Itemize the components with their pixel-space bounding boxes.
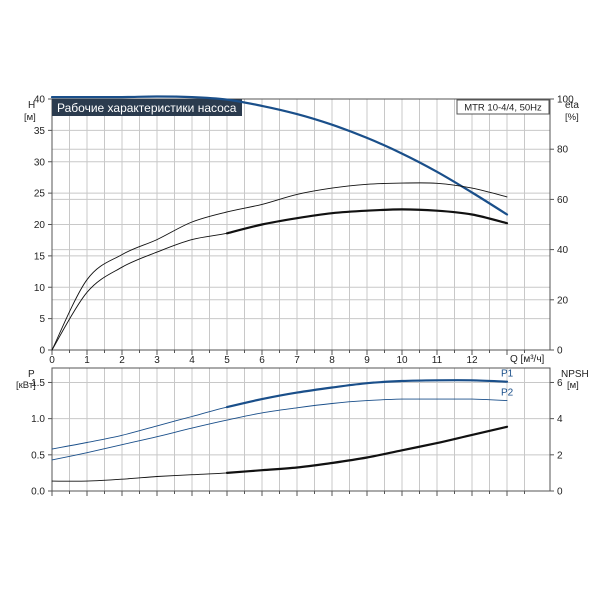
curve-series-1: [51, 182, 508, 351]
left-tick-label: 0.0: [31, 487, 45, 498]
x-tick-label: 9: [364, 355, 370, 366]
npsh-axis-unit: [м]: [567, 380, 579, 391]
x-tick-label: 7: [294, 355, 300, 366]
power-axis-unit: [кВт]: [16, 380, 36, 391]
left-tick-label: 25: [34, 189, 46, 200]
right-tick-label: 20: [557, 295, 569, 306]
head-axis-unit: [м]: [24, 112, 36, 123]
right-tick-label: 2: [557, 450, 563, 461]
power-curves: P1 P2: [51, 369, 514, 482]
head-axis-label: H: [28, 100, 35, 111]
x-tick-label: 2: [119, 355, 125, 366]
left-tick-label: 10: [34, 283, 46, 294]
curve-series-1: [225, 379, 509, 409]
power-ticks: 0.0 0.5 1.0 1.5 0 2 4 6: [31, 378, 563, 498]
flow-axis-label: Q [м³/ч]: [510, 354, 545, 365]
x-tick-label: 3: [154, 355, 160, 366]
right-tick-label: 40: [557, 245, 569, 256]
curve-series-2: [51, 398, 508, 461]
left-tick-label: 30: [34, 157, 46, 168]
right-tick-label: 100: [557, 95, 574, 106]
curve-series-3: [225, 208, 509, 235]
right-tick-label: 4: [557, 414, 563, 425]
right-tick-label: 0: [557, 487, 563, 498]
left-tick-label: 0.5: [31, 450, 45, 461]
x-tick-label: 0: [49, 355, 55, 366]
efficiency-axis-unit: [%]: [565, 112, 579, 123]
x-tick-label: 6: [259, 355, 265, 366]
x-tick-label: 11: [432, 355, 443, 366]
left-tick-label: 1.0: [31, 414, 45, 425]
power-plot: P [кВт] NPSH [м] 0.0 0.5 1.0 1.5 0 2 4 6 P1 P2: [16, 367, 589, 498]
head-grid: [52, 99, 550, 350]
left-tick-label: 5: [39, 314, 45, 325]
left-tick-label: 40: [34, 95, 46, 106]
curve-label-p1: P1: [501, 369, 514, 380]
power-axis-label: P: [28, 369, 35, 380]
x-tick-label: 10: [396, 355, 408, 366]
left-tick-label: 0: [39, 346, 45, 357]
curve-series-4: [225, 425, 509, 474]
chart-title-background: [52, 99, 242, 116]
npsh-axis-label: NPSH: [561, 369, 589, 380]
x-tick-label: 8: [329, 355, 335, 366]
left-tick-label: 15: [34, 251, 46, 262]
left-tick-label: 20: [34, 220, 46, 231]
x-tick-label: 1: [84, 355, 90, 366]
model-label: MTR 10-4/4, 50Hz: [464, 103, 542, 114]
curve-series-0: [50, 95, 509, 216]
power-plot-frame: [51, 367, 551, 492]
efficiency-axis-label: eta: [565, 100, 579, 111]
left-tick-label: 1.5: [31, 378, 45, 389]
left-tick-label: 35: [34, 126, 46, 137]
head-plot: Рабочие характеристики насоса MTR 10-4/4…: [24, 95, 579, 367]
right-tick-label: 0: [557, 346, 563, 357]
right-tick-label: 80: [557, 145, 569, 156]
x-tick-label: 4: [189, 355, 195, 366]
power-grid: [52, 368, 550, 491]
right-tick-label: 60: [557, 195, 569, 206]
chart-title: Рабочие характеристики насоса: [57, 101, 237, 115]
model-label-box: [456, 99, 550, 115]
x-tick-label: 5: [224, 355, 230, 366]
x-tick-label: 12: [466, 355, 478, 366]
curve-label-p2: P2: [501, 388, 514, 399]
right-tick-label: 6: [557, 378, 563, 389]
head-curves: [50, 95, 509, 351]
